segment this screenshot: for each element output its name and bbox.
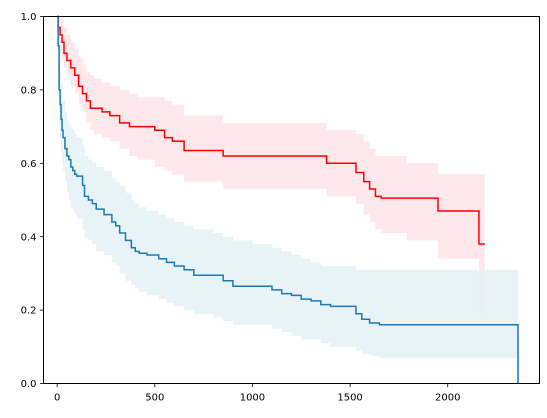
y-tick-label: 0.4 <box>21 232 37 243</box>
y-tick-label: 0.2 <box>21 306 37 317</box>
x-tick-label: 0 <box>54 393 60 404</box>
y-tick-label: 0.0 <box>21 379 37 390</box>
x-axis: 0 500 1000 1500 2000 <box>54 383 460 404</box>
confidence-band-0 <box>57 16 485 314</box>
y-axis: 0.0 0.2 0.4 0.6 0.8 1.0 <box>21 12 44 390</box>
x-tick-label: 500 <box>145 393 164 404</box>
survival-line-0 <box>57 15 485 245</box>
y-tick-label: 1.0 <box>21 12 37 23</box>
x-tick-label: 1500 <box>337 393 362 404</box>
confidence-band-1 <box>57 16 519 358</box>
y-tick-label: 0.6 <box>21 159 37 170</box>
y-tick-label: 0.8 <box>21 86 37 97</box>
survival-line-1 <box>57 15 519 384</box>
x-tick-label: 2000 <box>435 393 460 404</box>
x-tick-label: 1000 <box>240 393 265 404</box>
plot-frame <box>43 16 540 384</box>
